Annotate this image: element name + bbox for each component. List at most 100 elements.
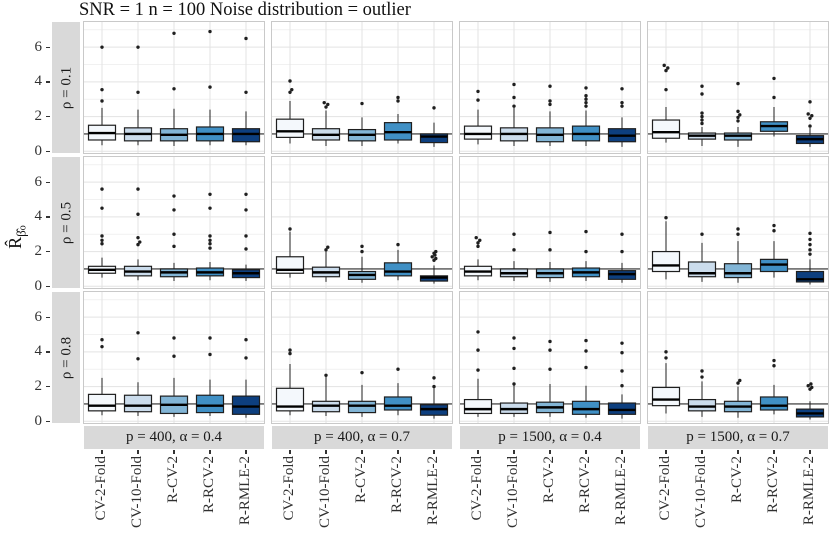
panel-plot-area (84, 292, 264, 423)
x-tick-label: R-CV-2 (165, 456, 181, 503)
outlier-points (548, 230, 552, 252)
outlier-points (620, 87, 624, 108)
outlier-points (432, 106, 436, 110)
col-strip-1: p = 400, α = 0.7 (272, 426, 452, 449)
boxplot-R-CV-2 (159, 194, 189, 282)
y-tick-mark (46, 216, 50, 218)
panel-plot-area (272, 292, 452, 423)
x-tick-mark (433, 450, 435, 454)
y-tick-mark (46, 115, 50, 118)
outlier-points (396, 367, 400, 371)
x-tick-mark (701, 450, 703, 454)
panel-plot-area (84, 157, 264, 288)
boxplot-R-CV-2 (347, 101, 377, 147)
y-tick-label: 0 (34, 277, 43, 294)
boxplot-R-RCV-2 (571, 338, 601, 418)
outlier-points (736, 81, 742, 123)
boxplot-R-RCV-2 (383, 367, 413, 416)
y-axis-label-subscript: β̂ (13, 230, 29, 237)
boxplot-R-RCV-2 (195, 192, 225, 281)
facet-panel-r1c1 (271, 156, 453, 289)
outlier-points (288, 227, 292, 231)
row-strip-label-1: ρ = 0.5 (58, 201, 74, 244)
outlier-points (360, 244, 364, 254)
outlier-points (288, 348, 292, 356)
x-tick-mark (325, 450, 327, 454)
outlier-points (396, 95, 400, 103)
y-tick-mark (46, 181, 50, 183)
x-tick-label: R-CV-2 (729, 456, 745, 503)
boxplot-CV-10-Fold (687, 232, 717, 282)
outlier-points (360, 101, 364, 106)
outlier-points (172, 336, 176, 358)
boxplot-CV-2-Fold (463, 89, 493, 145)
y-tick-mark (46, 250, 50, 253)
row-strip-2 (52, 292, 80, 423)
boxplot-R-RMLE-2 (607, 341, 637, 419)
panel-plot-area (460, 22, 640, 153)
chart-title: SNR = 1 n = 100 Noise distribution = out… (79, 0, 411, 20)
x-tick-label: CV-10-Fold (505, 456, 521, 528)
x-tick-mark (289, 450, 291, 454)
y-tick-mark (46, 385, 50, 388)
y-tick-label: 4 (34, 73, 43, 90)
outlier-points (136, 45, 140, 94)
panel-plot-area (460, 157, 640, 288)
outlier-points (324, 373, 328, 377)
x-tick-mark (397, 450, 399, 454)
x-tick-label: CV-10-Fold (129, 456, 145, 528)
facet-panel-r2c0 (83, 291, 265, 424)
row-strip-1 (52, 157, 80, 288)
outlier-points (736, 227, 740, 236)
boxplot-R-CV-2 (159, 336, 189, 417)
outlier-points (100, 45, 104, 103)
boxplot-R-RMLE-2 (231, 338, 261, 418)
y-tick-label: 2 (34, 243, 43, 260)
facet-panel-r1c2 (459, 156, 641, 289)
y-axis-label-base: R̂ (5, 236, 25, 249)
boxplot-R-RCV-2 (759, 358, 789, 415)
outlier-points (772, 223, 776, 233)
x-tick-label: R-RCV-2 (201, 456, 217, 513)
x-tick-label: R-RMLE-2 (801, 456, 817, 526)
boxplot-R-CV-2 (347, 244, 377, 283)
panel-plot-area (272, 22, 452, 153)
facet-panel-r0c3 (647, 21, 829, 154)
x-tick-mark (737, 450, 739, 454)
facet-panel-r2c1 (271, 291, 453, 424)
outlier-points (662, 63, 670, 92)
boxplot-CV-10-Fold (499, 336, 529, 417)
outlier-points (324, 245, 330, 252)
boxplot-CV-2-Fold (87, 45, 117, 146)
x-tick-label: R-RCV-2 (765, 456, 781, 513)
y-tick-label: 6 (34, 308, 43, 325)
outlier-points (808, 231, 812, 256)
boxplot-R-RMLE-2 (419, 106, 449, 147)
x-tick-label: R-RMLE-2 (425, 456, 441, 526)
x-tick-mark (513, 450, 515, 454)
boxplot-CV-10-Fold (687, 84, 717, 147)
boxplot-R-RCV-2 (571, 229, 601, 282)
boxplot-R-RMLE-2 (231, 192, 261, 282)
x-tick-label: R-RMLE-2 (237, 456, 253, 526)
x-tick-label: R-CV-2 (353, 456, 369, 503)
panel-plot-area (648, 22, 828, 153)
outlier-points (772, 358, 776, 368)
x-tick-label: CV-2-Fold (657, 456, 673, 521)
outlier-points (474, 235, 482, 249)
boxplot-CV-10-Fold (311, 373, 341, 417)
outlier-points (172, 31, 176, 91)
outlier-points (620, 341, 624, 388)
y-tick-mark (46, 420, 50, 422)
outlier-points (244, 192, 248, 251)
x-tick-mark (549, 450, 551, 454)
col-strip-3: p = 1500, α = 0.7 (648, 426, 828, 449)
outlier-points (136, 187, 142, 247)
y-tick-mark (46, 150, 50, 152)
outlier-points (700, 84, 704, 126)
x-tick-mark (245, 450, 247, 454)
y-tick-mark (46, 316, 50, 318)
boxplot-R-CV-2 (723, 227, 753, 283)
outlier-points (584, 338, 588, 370)
outlier-points (476, 89, 480, 102)
